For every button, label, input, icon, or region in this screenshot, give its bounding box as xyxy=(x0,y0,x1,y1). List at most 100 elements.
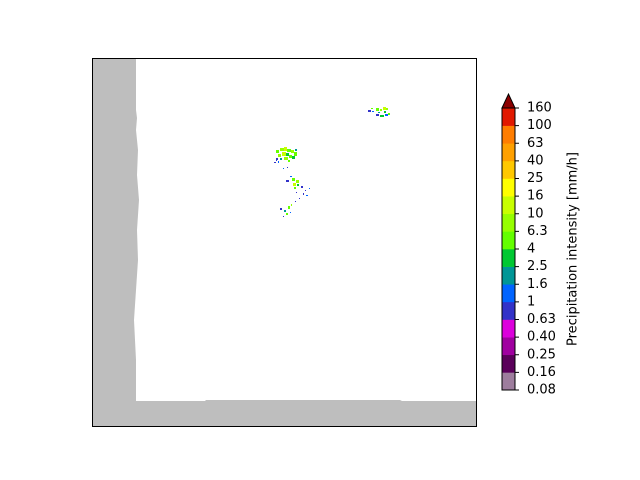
rain-pixel xyxy=(284,210,286,212)
colorbar-tick-label: 4 xyxy=(527,242,535,257)
rain-pixel xyxy=(287,149,291,152)
precipitation-cells xyxy=(274,107,390,217)
rain-pixel xyxy=(278,161,279,163)
colorbar-tick-label: 2.5 xyxy=(527,259,548,274)
rain-pixel xyxy=(287,167,288,168)
colorbar-segment xyxy=(502,108,515,126)
rain-pixel xyxy=(301,186,303,188)
rain-pixel xyxy=(288,206,290,209)
rain-pixel xyxy=(280,208,282,210)
colorbar-segment xyxy=(502,284,515,303)
rain-pixel xyxy=(291,204,292,206)
colorbar-segment xyxy=(502,354,515,373)
colorbar-segment xyxy=(502,213,515,232)
rain-pixel xyxy=(283,168,284,169)
colorbar-tick-label: 63 xyxy=(527,136,544,151)
rain-pixel xyxy=(276,158,278,160)
colorbar-tick-label: 1 xyxy=(527,294,535,309)
rain-pixel xyxy=(371,108,373,109)
colorbar-segment xyxy=(502,231,515,250)
rain-pixel xyxy=(278,154,281,157)
rain-pixel xyxy=(386,108,388,110)
rain-pixel xyxy=(306,195,308,196)
rain-pixel xyxy=(380,109,382,111)
rain-pixel xyxy=(299,198,300,199)
rain-pixel xyxy=(295,149,297,151)
rain-pixel xyxy=(286,180,289,182)
colorbar-segment xyxy=(502,337,515,356)
colorbar-segment xyxy=(502,196,515,215)
rain-cell-2 xyxy=(274,147,297,163)
rain-pixel xyxy=(294,187,296,189)
rain-cell-4 xyxy=(276,160,296,217)
map-background xyxy=(92,58,477,427)
rain-pixel xyxy=(289,155,292,158)
rain-pixel xyxy=(376,108,379,111)
colorbar-tick-label: 25 xyxy=(527,171,544,186)
colorbar-segment xyxy=(502,372,515,391)
rain-pixel xyxy=(305,190,306,191)
rain-pixel xyxy=(383,107,386,110)
rain-pixel xyxy=(282,152,286,156)
rain-pixel xyxy=(276,150,279,153)
colorbar-tick-label: 10 xyxy=(527,206,544,221)
colorbar-segment xyxy=(502,125,515,144)
colorbar-segment xyxy=(502,143,515,162)
colorbar-segments xyxy=(502,108,515,391)
rain-pixel xyxy=(284,157,288,160)
rain-pixel xyxy=(296,192,297,193)
rain-pixel xyxy=(276,160,277,161)
rain-pixel xyxy=(372,111,374,112)
rain-pixel xyxy=(286,213,288,215)
rain-pixel xyxy=(378,112,380,113)
rain-pixel xyxy=(292,156,295,159)
rain-pixel xyxy=(274,162,276,163)
rain-pixel xyxy=(295,201,296,202)
rain-pixel xyxy=(290,176,292,177)
rain-pixel xyxy=(388,113,390,115)
colorbar-tick-label: 0.40 xyxy=(527,330,556,345)
map-frame xyxy=(92,58,477,427)
rain-pixel xyxy=(294,152,297,156)
no-data-mask-bottom xyxy=(93,400,476,426)
rain-pixel xyxy=(283,216,284,217)
rain-pixel xyxy=(293,183,296,186)
colorbar-tick-label: 160 xyxy=(527,101,552,116)
colorbar-tick-label: 40 xyxy=(527,153,544,168)
colorbar-segment xyxy=(502,266,515,285)
colorbar-tick-label: 6.3 xyxy=(527,224,548,239)
rain-pixel xyxy=(309,188,310,189)
rain-cell-3 xyxy=(286,176,310,199)
rain-pixel xyxy=(280,148,284,151)
colorbar: 0.08 0.16 0.25 0.40 0.63 1 1.6 2.5 4 6.3 10 16 25 40 6… xyxy=(501,92,581,398)
rain-pixel xyxy=(303,193,304,195)
rain-pixel xyxy=(297,184,299,186)
colorbar-segment xyxy=(502,301,515,320)
colorbar-extend-triangle xyxy=(501,92,516,109)
no-data-mask-left xyxy=(93,59,139,401)
colorbar-label: Precipitation intensity [mm/h] xyxy=(566,152,581,346)
colorbar-tick-label: 16 xyxy=(527,189,544,204)
colorbar-segment xyxy=(502,319,515,338)
rain-pixel xyxy=(290,212,291,213)
rain-pixel xyxy=(280,158,282,160)
colorbar-tick-label: 100 xyxy=(527,118,552,133)
rain-pixel xyxy=(380,115,384,117)
rain-pixel xyxy=(296,180,299,183)
rain-cell-1 xyxy=(368,107,390,117)
colorbar-segment xyxy=(502,160,515,179)
colorbar-ticks: 0.08 0.16 0.25 0.40 0.63 1 1.6 2.5 4 6.3 10 16 25 40 6… xyxy=(515,101,556,398)
rain-pixel xyxy=(292,178,295,181)
colorbar-segment xyxy=(502,249,515,267)
rain-pixel xyxy=(286,153,289,156)
rain-pixel xyxy=(291,150,294,153)
rain-pixel xyxy=(288,160,290,162)
colorbar-tick-label: 0.25 xyxy=(527,347,556,362)
rain-pixel xyxy=(376,114,379,116)
colorbar-tick-label: 0.08 xyxy=(527,383,556,398)
rain-pixel xyxy=(385,114,388,116)
rain-pixel xyxy=(284,147,287,151)
colorbar-segment xyxy=(502,178,515,197)
colorbar-tick-label: 0.63 xyxy=(527,312,556,327)
